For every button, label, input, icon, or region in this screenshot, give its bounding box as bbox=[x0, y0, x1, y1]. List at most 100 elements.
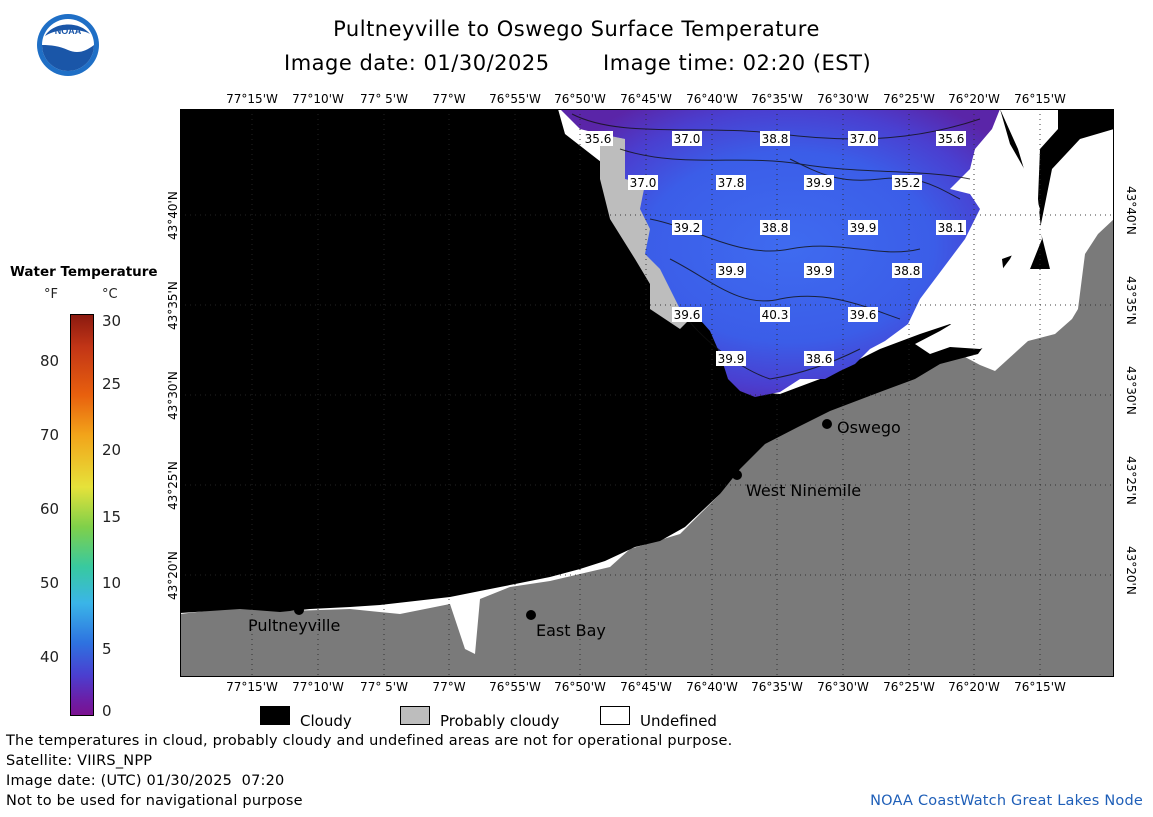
temp-label: 37.0 bbox=[848, 131, 878, 146]
colorbar-c-tick: 20 bbox=[102, 441, 122, 459]
satellite-text: Satellite: VIIRS_NPP bbox=[6, 753, 153, 769]
legend-swatch-undefined bbox=[600, 706, 630, 725]
temp-label: 40.3 bbox=[760, 307, 790, 322]
svg-text:East Bay: East Bay bbox=[536, 621, 606, 640]
svg-text:38.8: 38.8 bbox=[762, 221, 789, 235]
lon-label-bottom: 76°20'W bbox=[948, 680, 1000, 694]
colorbar-c-tick: 25 bbox=[102, 375, 122, 393]
temp-label: 39.9 bbox=[804, 263, 834, 278]
lon-label-top: 77° 5'W bbox=[360, 92, 408, 106]
svg-text:38.1: 38.1 bbox=[938, 221, 965, 235]
svg-text:35.6: 35.6 bbox=[585, 132, 612, 146]
colorbar-unit-c: °C bbox=[102, 287, 118, 302]
place-east-bay: East Bay bbox=[526, 610, 606, 640]
lon-label-top: 76°30'W bbox=[817, 92, 869, 106]
colorbar-title: Water Temperature bbox=[10, 264, 158, 280]
colorbar-f-tick: 60 bbox=[40, 500, 60, 518]
temp-label: 37.0 bbox=[672, 131, 702, 146]
cloudy-area bbox=[180, 109, 1114, 613]
temperature-labels: 35.6 37.0 38.8 37.0 35.6 37.0 37.8 39.9 … bbox=[583, 131, 966, 366]
temp-label: 38.1 bbox=[936, 220, 966, 235]
lon-label-top: 77°10'W bbox=[292, 92, 344, 106]
temp-label: 39.9 bbox=[716, 351, 746, 366]
temp-label: 37.0 bbox=[628, 175, 658, 190]
colorbar-c-tick: 15 bbox=[102, 508, 122, 526]
svg-text:39.6: 39.6 bbox=[674, 308, 701, 322]
svg-text:38.8: 38.8 bbox=[894, 264, 921, 278]
temp-label: 38.8 bbox=[892, 263, 922, 278]
temp-label: 38.8 bbox=[760, 220, 790, 235]
svg-text:39.9: 39.9 bbox=[850, 221, 877, 235]
svg-text:NOAA: NOAA bbox=[55, 26, 82, 36]
svg-text:39.9: 39.9 bbox=[718, 352, 745, 366]
temp-label: 39.6 bbox=[672, 307, 702, 322]
svg-text:37.0: 37.0 bbox=[630, 176, 657, 190]
svg-text:35.2: 35.2 bbox=[894, 176, 921, 190]
credit-text: NOAA CoastWatch Great Lakes Node bbox=[870, 793, 1143, 809]
colorbar-c-tick: 10 bbox=[102, 574, 122, 592]
lon-label-bottom: 77° 5'W bbox=[360, 680, 408, 694]
temp-label: 38.8 bbox=[760, 131, 790, 146]
lon-label-top: 77°W bbox=[432, 92, 466, 106]
colorbar-f-tick: 80 bbox=[40, 352, 60, 370]
colorbar bbox=[70, 314, 94, 716]
temp-label: 39.6 bbox=[848, 307, 878, 322]
lon-label-top: 76°20'W bbox=[948, 92, 1000, 106]
legend-label-undefined: Undefined bbox=[640, 712, 717, 730]
svg-text:37.8: 37.8 bbox=[718, 176, 745, 190]
undefined-area-east bbox=[915, 109, 1058, 354]
lat-label-right: 43°40'N bbox=[1124, 186, 1138, 235]
lon-label-bottom: 76°55'W bbox=[489, 680, 541, 694]
image-date: Image date: 01/30/2025 bbox=[284, 51, 550, 75]
temp-label: 39.9 bbox=[848, 220, 878, 235]
place-oswego: Oswego bbox=[822, 418, 901, 437]
legend-swatch-probably-cloudy bbox=[400, 706, 430, 725]
lon-label-top: 76°50'W bbox=[554, 92, 606, 106]
svg-text:38.6: 38.6 bbox=[806, 352, 833, 366]
lon-label-top: 76°35'W bbox=[751, 92, 803, 106]
svg-text:39.9: 39.9 bbox=[806, 176, 833, 190]
colorbar-f-tick: 40 bbox=[40, 648, 60, 666]
map-title: Pultneyville to Oswego Surface Temperatu… bbox=[333, 17, 820, 41]
svg-text:38.8: 38.8 bbox=[762, 132, 789, 146]
lon-label-top: 76°15'W bbox=[1014, 92, 1066, 106]
utc-date-text: Image date: (UTC) 01/30/2025 07:20 bbox=[6, 773, 285, 789]
lon-label-top: 76°45'W bbox=[620, 92, 672, 106]
svg-text:40.3: 40.3 bbox=[762, 308, 789, 322]
noaa-logo: NOAA bbox=[37, 14, 99, 76]
lon-label-bottom: 77°W bbox=[432, 680, 466, 694]
lon-label-bottom: 77°10'W bbox=[292, 680, 344, 694]
lon-label-bottom: 76°50'W bbox=[554, 680, 606, 694]
temp-label: 38.6 bbox=[804, 351, 834, 366]
lat-label-left: 43°20'N bbox=[166, 551, 180, 600]
svg-text:39.2: 39.2 bbox=[674, 221, 701, 235]
svg-text:39.6: 39.6 bbox=[850, 308, 877, 322]
lon-label-top: 76°25'W bbox=[883, 92, 935, 106]
lon-label-bottom: 76°30'W bbox=[817, 680, 869, 694]
svg-text:Pultneyville: Pultneyville bbox=[248, 616, 340, 635]
lon-label-top: 76°55'W bbox=[489, 92, 541, 106]
lon-label-top: 77°15'W bbox=[226, 92, 278, 106]
image-time: Image time: 02:20 (EST) bbox=[603, 51, 872, 75]
lat-label-right: 43°35'N bbox=[1124, 276, 1138, 325]
temp-label: 37.8 bbox=[716, 175, 746, 190]
colorbar-c-tick: 0 bbox=[102, 702, 112, 720]
svg-text:37.0: 37.0 bbox=[674, 132, 701, 146]
lon-label-bottom: 76°35'W bbox=[751, 680, 803, 694]
disclaimer-text: The temperatures in cloud, probably clou… bbox=[6, 733, 733, 749]
lon-label-top: 76°40'W bbox=[686, 92, 738, 106]
graticule bbox=[180, 109, 1114, 677]
lat-label-left: 43°25'N bbox=[166, 461, 180, 510]
lon-label-bottom: 76°45'W bbox=[620, 680, 672, 694]
temp-label: 39.9 bbox=[804, 175, 834, 190]
place-west-ninemile: West Ninemile bbox=[732, 470, 861, 500]
svg-text:Oswego: Oswego bbox=[837, 418, 901, 437]
temp-label: 35.6 bbox=[583, 131, 613, 146]
svg-text:37.0: 37.0 bbox=[850, 132, 877, 146]
lon-label-bottom: 76°25'W bbox=[883, 680, 935, 694]
colorbar-c-tick: 30 bbox=[102, 312, 122, 330]
svg-text:39.9: 39.9 bbox=[718, 264, 745, 278]
temp-label: 39.9 bbox=[716, 263, 746, 278]
temp-label: 35.2 bbox=[892, 175, 922, 190]
lat-label-right: 43°20'N bbox=[1124, 546, 1138, 595]
